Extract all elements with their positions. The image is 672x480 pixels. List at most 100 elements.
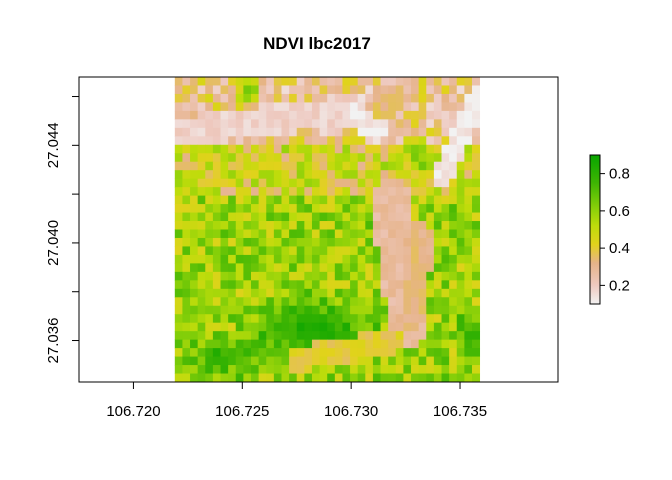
raster-cell xyxy=(456,348,465,357)
raster-cell xyxy=(456,187,465,197)
raster-cell xyxy=(372,365,381,374)
raster-cell xyxy=(197,119,206,129)
raster-cell xyxy=(319,339,328,349)
raster-cell xyxy=(464,161,473,171)
raster-cell xyxy=(350,85,359,95)
raster-cell xyxy=(281,356,290,366)
raster-cell xyxy=(281,246,290,256)
raster-cell xyxy=(350,178,359,188)
raster-cell xyxy=(441,331,450,341)
raster-cell xyxy=(251,297,260,307)
raster-cell xyxy=(441,365,450,374)
raster-cell xyxy=(449,127,458,137)
raster-cell xyxy=(212,127,221,137)
raster-cell xyxy=(235,237,244,247)
raster-cell xyxy=(456,127,465,137)
raster-cell xyxy=(388,314,397,324)
raster-cell xyxy=(311,204,320,213)
raster-cell xyxy=(433,187,442,197)
raster-cell xyxy=(327,373,336,383)
raster-cell xyxy=(266,221,275,230)
raster-cell xyxy=(243,288,252,298)
raster-cell xyxy=(357,365,366,374)
raster-cell xyxy=(190,136,199,146)
raster-cell xyxy=(197,102,206,112)
raster-cell xyxy=(395,348,404,357)
raster-cell xyxy=(296,195,305,205)
raster-cell xyxy=(357,246,366,256)
raster-cell xyxy=(304,305,313,315)
raster-cell xyxy=(319,85,328,95)
legend-ticks: 0.2 0.4 0.6 0.8 xyxy=(600,166,630,294)
raster-cell xyxy=(449,246,458,256)
raster-cell xyxy=(433,314,442,324)
raster-cell xyxy=(319,322,328,332)
raster-cell xyxy=(418,365,427,374)
raster-cell xyxy=(266,144,275,154)
raster-cell xyxy=(311,263,320,273)
raster-cell xyxy=(365,212,374,222)
raster-cell xyxy=(342,212,351,222)
raster-cell xyxy=(182,339,191,349)
raster-cell xyxy=(472,110,481,120)
raster-cell xyxy=(441,110,450,120)
raster-cell xyxy=(334,339,343,349)
raster-cell xyxy=(190,297,199,307)
raster-cell xyxy=(418,221,427,230)
raster-cell xyxy=(182,195,191,205)
raster-cell xyxy=(433,77,442,86)
raster-cell xyxy=(235,93,244,103)
raster-cell xyxy=(433,263,442,273)
raster-cell xyxy=(251,322,260,332)
raster-cell xyxy=(205,297,214,307)
raster-cell xyxy=(266,280,275,290)
raster-cell xyxy=(472,85,481,95)
raster-cell xyxy=(205,153,214,163)
raster-cell xyxy=(251,365,260,374)
raster-cell xyxy=(380,331,389,341)
raster-cell xyxy=(350,322,359,332)
raster-cell xyxy=(235,170,244,180)
raster-cell xyxy=(395,102,404,112)
raster-cell xyxy=(197,85,206,95)
raster-cell xyxy=(411,77,420,86)
raster-cell xyxy=(251,144,260,154)
raster-cell xyxy=(319,212,328,222)
raster-cell xyxy=(365,356,374,366)
raster-cell xyxy=(311,212,320,222)
raster-cell xyxy=(212,246,221,256)
raster-cell xyxy=(372,187,381,197)
raster-cell xyxy=(403,339,412,349)
raster-cell xyxy=(190,229,199,239)
raster-cell xyxy=(304,187,313,197)
raster-cell xyxy=(342,119,351,129)
raster-cell xyxy=(449,136,458,146)
raster-cell xyxy=(212,77,221,86)
raster-cell xyxy=(365,297,374,307)
raster-cell xyxy=(456,170,465,180)
raster-cell xyxy=(418,271,427,281)
raster-cell xyxy=(380,297,389,307)
raster-cell xyxy=(296,110,305,120)
raster-cell xyxy=(228,170,237,180)
raster-cell xyxy=(403,212,412,222)
raster-cell xyxy=(441,187,450,197)
raster-cell xyxy=(220,246,229,256)
raster-cell xyxy=(243,348,252,357)
raster-cell xyxy=(235,178,244,188)
raster-cell xyxy=(182,93,191,103)
raster-cell xyxy=(334,153,343,163)
raster-cell xyxy=(441,153,450,163)
raster-cell xyxy=(174,77,183,86)
raster-cell xyxy=(273,288,282,298)
raster-cell xyxy=(251,178,260,188)
raster-cell xyxy=(266,365,275,374)
raster-cell xyxy=(388,322,397,332)
raster-cell xyxy=(365,178,374,188)
raster-cell xyxy=(380,288,389,298)
raster-cell xyxy=(289,110,298,120)
raster-cell xyxy=(296,365,305,374)
raster-cell xyxy=(433,280,442,290)
raster-cell xyxy=(228,280,237,290)
raster-cell xyxy=(304,85,313,95)
